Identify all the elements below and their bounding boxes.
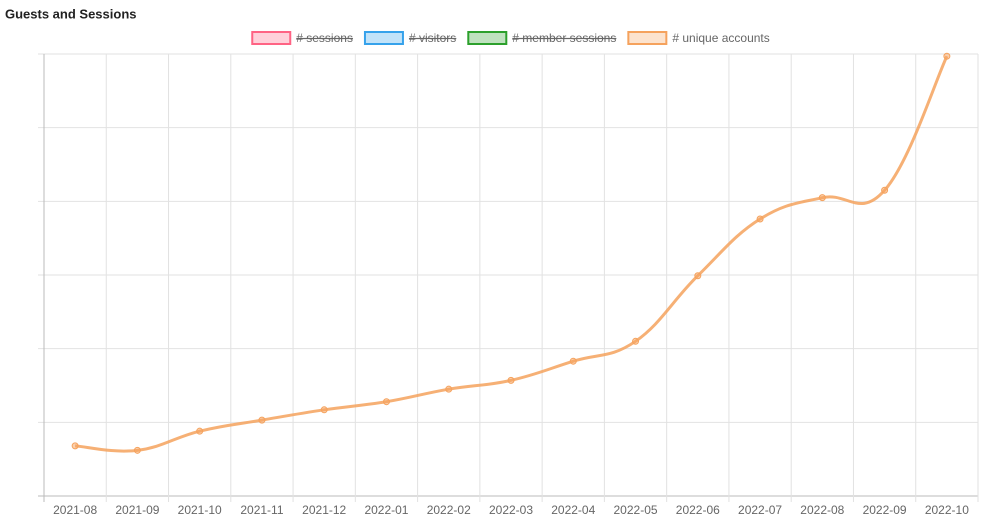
legend-swatch: [627, 31, 668, 45]
point: [320, 406, 328, 414]
chart-title: Guests and Sessions: [5, 6, 137, 21]
x-tick-label: 2021-08: [53, 503, 97, 517]
legend: # sessions # visitors # member sessions # u…: [251, 31, 770, 45]
x-tick-label: 2022-07: [738, 503, 782, 517]
legend-label: # sessions: [296, 31, 353, 45]
point: [382, 398, 390, 406]
point: [694, 272, 702, 280]
x-tick-label: 2022-02: [427, 503, 471, 517]
legend-swatch: [251, 31, 292, 45]
point: [569, 357, 577, 365]
point: [943, 52, 951, 60]
legend-label: # member sessions: [512, 31, 616, 45]
x-tick-label: 2021-09: [115, 503, 159, 517]
point: [881, 186, 889, 194]
x-tick-label: 2021-10: [178, 503, 222, 517]
point: [632, 337, 640, 345]
legend-item: # unique accounts: [627, 31, 770, 45]
x-tick-label: 2022-03: [489, 503, 533, 517]
x-tick-label: 2022-04: [551, 503, 595, 517]
x-tick-label: 2021-11: [240, 503, 283, 517]
x-tick-label: 2022-01: [364, 503, 408, 517]
point: [133, 446, 141, 454]
point: [756, 215, 764, 223]
legend-label: # unique accounts: [672, 31, 769, 45]
point: [71, 442, 79, 450]
legend-item: # member sessions: [467, 31, 616, 45]
legend-item: # sessions: [251, 31, 353, 45]
x-tick-label: 2022-09: [863, 503, 907, 517]
legend-item: # visitors: [363, 31, 456, 45]
legend-swatch: [363, 31, 404, 45]
legend-swatch: [467, 31, 508, 45]
x-tick-label: 2022-06: [676, 503, 720, 517]
line: [75, 55, 949, 453]
point: [445, 385, 453, 393]
x-tick-label: 2021-12: [302, 503, 346, 517]
legend-label: # visitors: [409, 31, 456, 45]
x-tick-label: 2022-10: [925, 503, 969, 517]
x-tick-label: 2022-08: [800, 503, 844, 517]
point: [818, 194, 826, 202]
point: [196, 427, 204, 435]
x-tick-label: 2022-05: [614, 503, 658, 517]
point: [507, 376, 515, 384]
point: [258, 416, 266, 424]
